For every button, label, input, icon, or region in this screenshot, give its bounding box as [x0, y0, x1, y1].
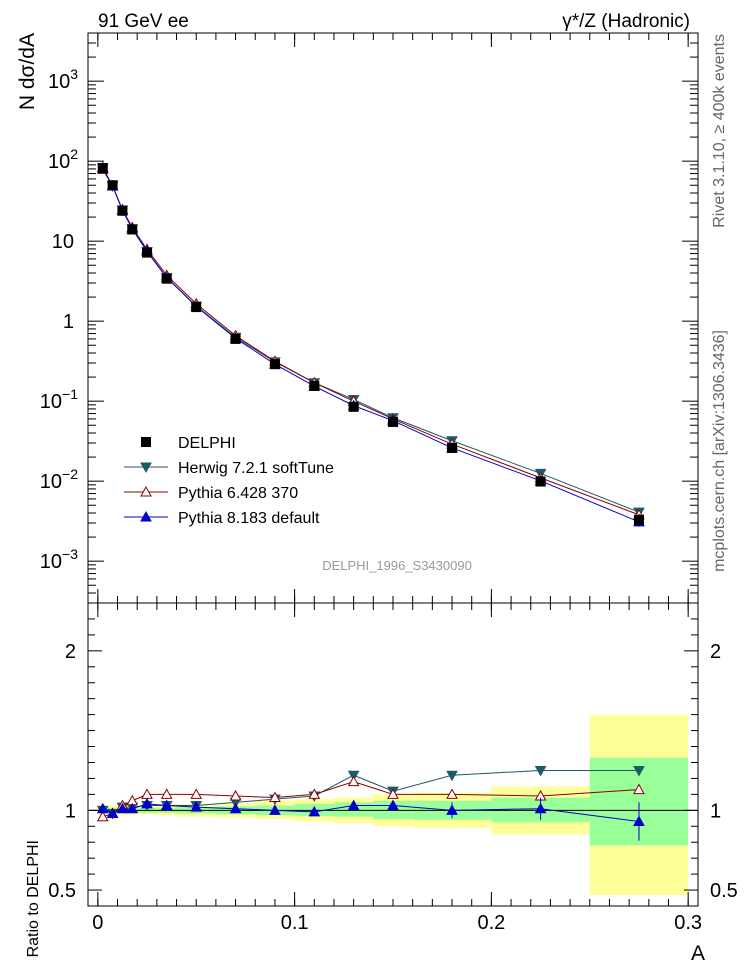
- main-point-delphi: [388, 416, 398, 427]
- ratio-point-pythia-6-428-370: [633, 783, 645, 795]
- ratio-point-pythia-8-183-default: [141, 797, 153, 809]
- main-ytick-label: 10−3: [40, 546, 78, 573]
- main-point-delphi: [348, 401, 359, 412]
- ratio-point-pythia-6-428-370: [387, 788, 399, 799]
- ratio-point-pythia-6-428-370: [96, 810, 109, 822]
- legend-label-delphi: DELPHI: [178, 435, 236, 452]
- legend-marker-pythia-8-183-default: [140, 510, 152, 522]
- main-point-delphi: [535, 476, 546, 487]
- ratio-point-pythia-8-183-default: [190, 801, 203, 812]
- ratio-point-pythia-6-428-370: [269, 791, 281, 803]
- legend-marker-herwig-7-2-1-softtune: [140, 462, 152, 474]
- main-point-delphi: [269, 359, 280, 370]
- ratio-point-herwig-7-2-1-softtune: [534, 765, 547, 777]
- main-plot: 10−3 10−2 10−1 1 10 102 103: [40, 32, 699, 604]
- main-point-delphi: [127, 224, 138, 235]
- ratio-point-pythia-8-183-default: [269, 804, 281, 815]
- main-point-delphi: [142, 247, 153, 258]
- ratio-point-pythia-8-183-default: [126, 802, 139, 814]
- xtick-label: 0.2: [477, 912, 505, 934]
- ratio-point-pythia-8-183-default: [116, 802, 129, 814]
- legend-label-herwig-7-2-1-softtune: Herwig 7.2.1 softTune: [178, 460, 334, 477]
- ratio-plot: 0.5 0.5 1 1 2 2 0 0.1 0.2 0.3: [48, 33, 738, 934]
- xtick-label: 0.1: [281, 912, 309, 934]
- ratio-ylabel: Ratio to DELPHI: [25, 840, 42, 957]
- ratio-point-pythia-6-428-370: [160, 788, 173, 799]
- xtick-label: 0.3: [674, 912, 702, 934]
- main-point-delphi: [191, 302, 202, 313]
- legend-label-pythia-6-428-370: Pythia 6.428 370: [178, 485, 298, 502]
- ratio-point-pythia-6-428-370: [347, 775, 360, 787]
- ratio-point-pythia-8-183-default: [308, 805, 321, 817]
- ratio-point-pythia-6-428-370: [190, 788, 203, 799]
- ratio-point-pythia-8-183-default: [229, 802, 242, 814]
- main-point-delphi: [230, 333, 241, 344]
- header-left: 91 GeV ee: [98, 11, 189, 32]
- main-point-delphi: [633, 514, 644, 525]
- ratio-ytick-label-right: 0.5: [710, 880, 738, 902]
- rivet-label: Rivet 3.1.10, ≥ 400k events: [711, 34, 728, 228]
- ratio-point-herwig-7-2-1-softtune: [446, 770, 458, 782]
- ratio-ytick-label-right: 1: [710, 800, 721, 822]
- main-frame: [87, 32, 699, 604]
- main-point-delphi: [107, 180, 118, 191]
- main-ytick-label: 10−2: [40, 466, 78, 493]
- main-ylabel: N dσ/dA: [16, 33, 39, 110]
- main-ytick-label: 10−1: [40, 386, 78, 413]
- legend-label-pythia-8-183-default: Pythia 8.183 default: [178, 510, 320, 527]
- ratio-ytick-label: 0.5: [48, 880, 76, 902]
- mcplots-label: mcplots.cern.ch [arXiv:1306.3436]: [711, 330, 728, 572]
- ratio-point-pythia-6-428-370: [229, 789, 242, 801]
- main-ytick-label: 102: [48, 146, 78, 173]
- ratio-ytick-label: 1: [65, 800, 76, 822]
- main-ytick-label: 10: [52, 231, 74, 253]
- analysis-watermark: DELPHI_1996_S3430090: [322, 558, 472, 573]
- main-point-delphi: [117, 205, 128, 216]
- ratio-point-herwig-7-2-1-softtune: [633, 765, 645, 777]
- header-right: γ*/Z (Hadronic): [562, 11, 690, 32]
- ratio-point-pythia-8-183-default: [387, 799, 399, 811]
- ratio-point-pythia-8-183-default: [160, 799, 173, 811]
- main-point-delphi: [161, 273, 172, 284]
- xtick-label: 0: [92, 912, 103, 934]
- ratio-ytick-label-right: 2: [710, 641, 721, 663]
- main-point-delphi: [309, 380, 320, 391]
- main-ytick-label: 103: [48, 66, 78, 93]
- ratio-point-pythia-8-183-default: [347, 799, 360, 811]
- legend: DELPHI Herwig 7.2.1 softTune Pythia 6.428 …: [124, 435, 334, 527]
- ratio-point-pythia-8-183-default: [106, 807, 119, 819]
- legend-marker-delphi: [141, 437, 151, 447]
- ratio-point-pythia-8-183-default: [534, 802, 547, 814]
- ratio-point-pythia-6-428-370: [446, 788, 458, 799]
- main-point-delphi: [447, 442, 458, 453]
- legend-marker-pythia-6-428-370: [140, 485, 152, 497]
- xlabel: A: [691, 942, 705, 965]
- main-point-delphi: [97, 163, 108, 174]
- ratio-ytick-label: 2: [65, 641, 76, 663]
- ratio-point-pythia-8-183-default: [633, 815, 645, 826]
- ratio-point-pythia-6-428-370: [308, 788, 321, 799]
- main-ytick-label: 1: [63, 311, 74, 333]
- ratio-point-pythia-8-183-default: [446, 804, 458, 815]
